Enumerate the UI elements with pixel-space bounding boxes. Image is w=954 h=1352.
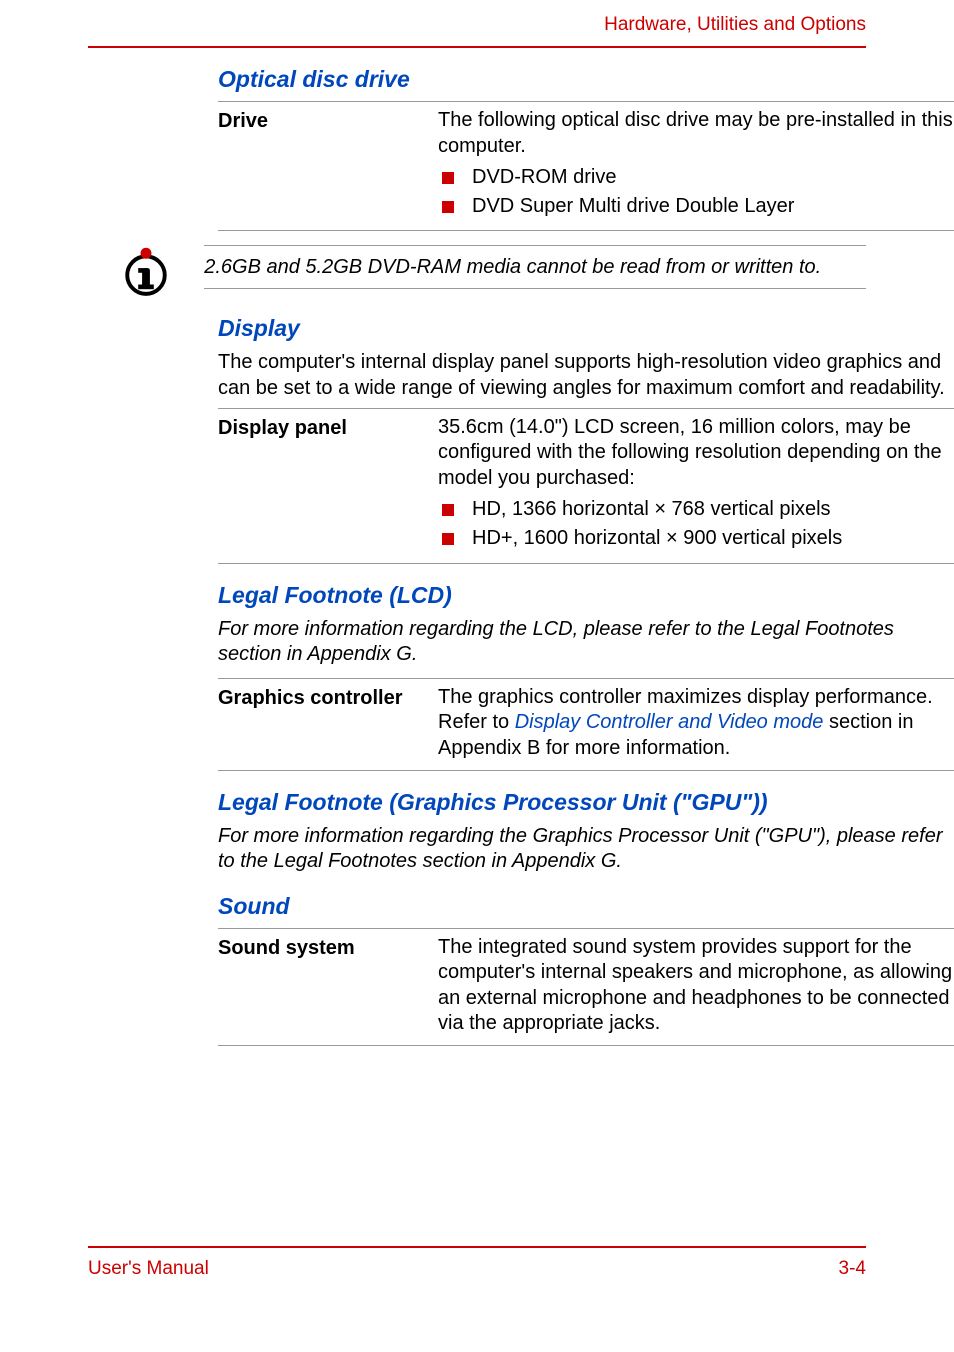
sound-body: The integrated sound system provides sup…: [438, 935, 954, 1037]
table-row: Graphics controller The graphics control…: [218, 679, 954, 771]
footer-right: 3-4: [839, 1258, 866, 1280]
list-item: DVD Super Multi drive Double Layer: [460, 194, 954, 220]
display-body: 35.6cm (14.0") LCD screen, 16 million co…: [438, 415, 954, 555]
table-row: Drive The following optical disc drive m…: [218, 102, 954, 231]
header: Hardware, Utilities and Options: [0, 0, 954, 46]
header-right-text: Hardware, Utilities and Options: [604, 14, 866, 36]
note-row: 2.6GB and 5.2GB DVD-RAM media cannot be …: [88, 245, 866, 297]
content-area: Optical disc drive Drive The following o…: [0, 66, 954, 1046]
optical-table: Drive The following optical disc drive m…: [218, 101, 954, 231]
lcd-text: For more information regarding the LCD, …: [218, 617, 954, 668]
list-item: HD, 1366 horizontal × 768 vertical pixel…: [460, 497, 954, 523]
footer: User's Manual 3-4: [0, 1246, 954, 1310]
display-bullets: HD, 1366 horizontal × 768 vertical pixel…: [438, 497, 954, 551]
info-icon: [88, 245, 204, 297]
graphics-link[interactable]: Display Controller and Video mode: [515, 711, 824, 733]
optical-bullets: DVD-ROM drive DVD Super Multi drive Doub…: [438, 165, 954, 219]
optical-body: The following optical disc drive may be …: [438, 108, 954, 222]
optical-body-text: The following optical disc drive may be …: [438, 109, 953, 157]
page: Hardware, Utilities and Options Optical …: [0, 0, 954, 1310]
display-label: Display panel: [218, 415, 438, 555]
section-title-sound: Sound: [218, 893, 866, 920]
table-row: Display panel 35.6cm (14.0") LCD screen,…: [218, 409, 954, 564]
section-title-display: Display: [218, 315, 866, 342]
note-text: 2.6GB and 5.2GB DVD-RAM media cannot be …: [204, 254, 866, 280]
note-box: 2.6GB and 5.2GB DVD-RAM media cannot be …: [204, 245, 866, 289]
table-row: Sound system The integrated sound system…: [218, 929, 954, 1046]
display-table: Display panel 35.6cm (14.0") LCD screen,…: [218, 408, 954, 564]
graphics-table: Graphics controller The graphics control…: [218, 678, 954, 771]
footer-left: User's Manual: [88, 1258, 209, 1280]
display-intro: The computer's internal display panel su…: [218, 350, 954, 401]
list-item: DVD-ROM drive: [460, 165, 954, 191]
sound-table: Sound system The integrated sound system…: [218, 928, 954, 1046]
display-body-text: 35.6cm (14.0") LCD screen, 16 million co…: [438, 416, 942, 489]
section-title-gpu: Legal Footnote (Graphics Processor Unit …: [218, 789, 866, 816]
optical-label: Drive: [218, 108, 438, 222]
footer-row: User's Manual 3-4: [88, 1258, 866, 1280]
header-rule: [88, 46, 866, 48]
list-item: HD+, 1600 horizontal × 900 vertical pixe…: [460, 526, 954, 552]
sound-label: Sound system: [218, 935, 438, 1037]
graphics-label: Graphics controller: [218, 685, 438, 762]
graphics-body: The graphics controller maximizes displa…: [438, 685, 954, 762]
footer-rule: [88, 1246, 866, 1248]
section-title-optical: Optical disc drive: [218, 66, 866, 93]
gpu-text: For more information regarding the Graph…: [218, 824, 954, 875]
section-title-lcd: Legal Footnote (LCD): [218, 582, 866, 609]
